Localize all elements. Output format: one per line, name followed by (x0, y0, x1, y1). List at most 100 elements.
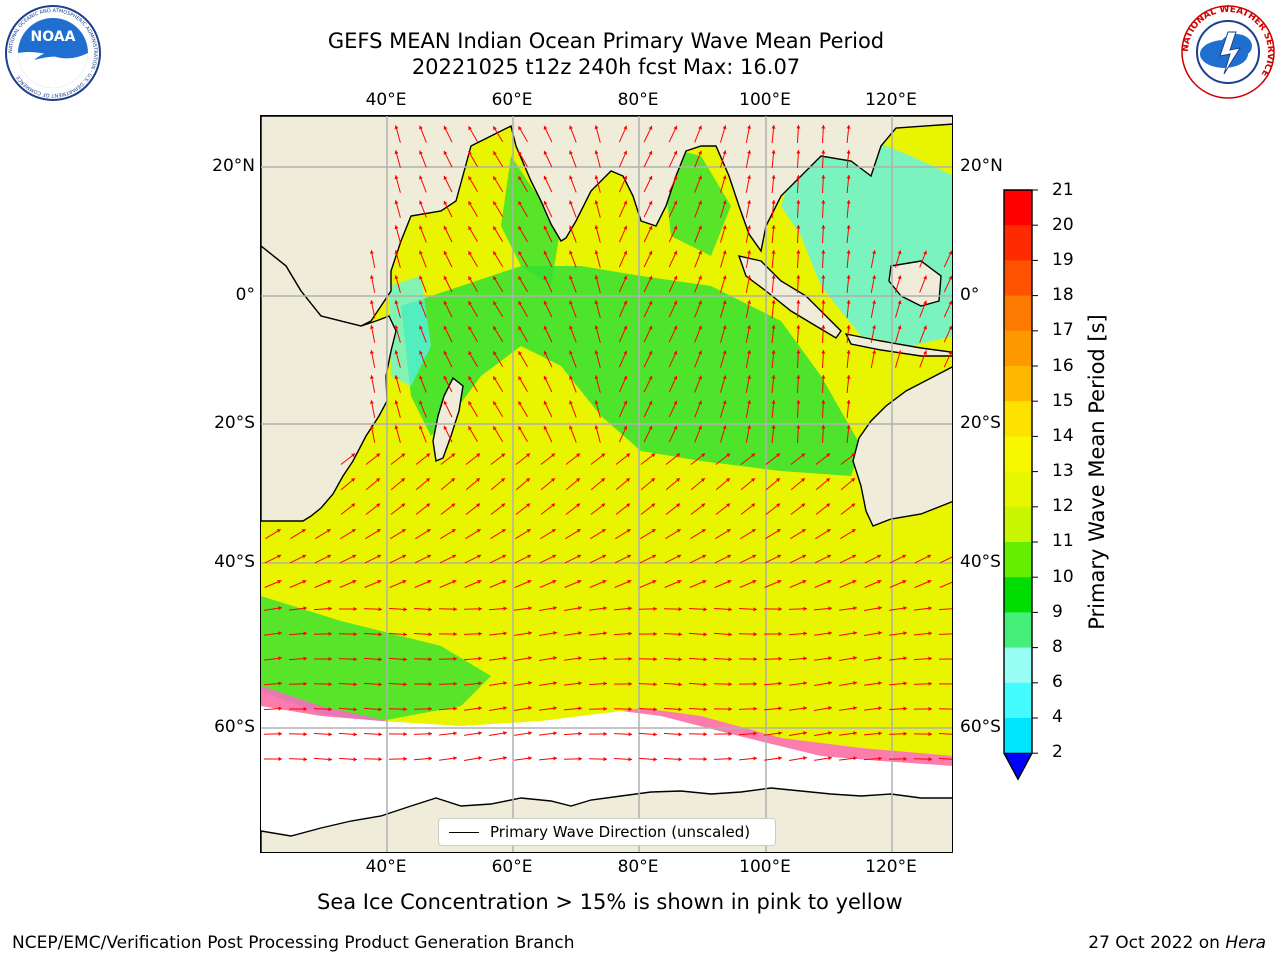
wave-arrow-head (478, 731, 482, 736)
wave-arrow-head (401, 503, 406, 508)
wave-arrow-head (796, 175, 801, 179)
wave-arrow-head (878, 631, 882, 636)
wave-arrow-head (376, 453, 381, 458)
wave-arrow-head (378, 607, 382, 612)
wave-arrow-head (676, 453, 681, 458)
wave-arrow-head (503, 631, 507, 636)
wave-arrow-head (402, 579, 407, 584)
wave-arrow-head (578, 731, 582, 736)
wave-arrow-head (443, 350, 448, 355)
lon-tick-bottom: 100°E (739, 857, 791, 877)
wave-arrow-head (578, 681, 582, 686)
wave-arrow-head (477, 579, 482, 584)
wave-arrow-head (853, 756, 857, 761)
wave-arrow-head (623, 400, 628, 405)
wave-arrow-head (626, 529, 631, 533)
nws-logo: NATIONAL WEATHER SERVICE (1180, 4, 1276, 100)
wave-arrow-head (443, 300, 448, 305)
wave-arrow-head (452, 579, 457, 584)
wave-arrow-head (603, 631, 607, 636)
wave-arrow-head (821, 150, 826, 154)
wave-arrow-head (602, 579, 607, 584)
wave-arrow-head (468, 226, 472, 231)
wave-arrow-head (623, 325, 628, 330)
wave-arrow-head (878, 731, 882, 736)
colorbar-band (1004, 647, 1032, 684)
wave-arrow-head (826, 503, 831, 508)
wave-arrow-head (628, 707, 632, 712)
wave-arrow-head (796, 400, 801, 404)
wave-arrow-head (569, 250, 573, 255)
colorbar-title: Primary Wave Mean Period [s] (1085, 314, 1109, 630)
wave-arrow-head (278, 656, 282, 661)
wave-arrow-head (476, 503, 481, 508)
wave-arrow-head (727, 579, 732, 584)
wave-arrow-head (303, 732, 307, 737)
wave-arrow-head (877, 554, 882, 559)
wave-arrow-head (698, 175, 702, 180)
wave-arrow-head (501, 503, 506, 508)
wave-arrow-head (728, 607, 732, 612)
wave-arrow-head (776, 503, 781, 508)
wave-arrow-head (527, 554, 532, 559)
wave-arrow-head (453, 632, 457, 637)
wave-arrow-head (518, 326, 522, 331)
wave-arrow-head (603, 706, 607, 711)
wave-arrow-head (543, 250, 548, 255)
wave-arrow-head (698, 375, 702, 380)
wave-arrow-head (753, 681, 757, 686)
wave-arrow-head (468, 301, 472, 306)
wave-arrow-head (328, 732, 332, 737)
wave-arrow-head (878, 606, 882, 611)
wave-arrow-head (648, 150, 653, 155)
wave-arrow-head (594, 125, 599, 130)
wave-arrow-head (552, 579, 557, 584)
lat-tick-right: 20°S (960, 413, 1001, 433)
wave-arrow-head (443, 250, 448, 255)
wave-arrow-head (578, 631, 582, 636)
wave-arrow-head (678, 757, 682, 762)
wave-arrow-head (278, 631, 282, 636)
wave-arrow-head (377, 554, 382, 559)
footer-credit: NCEP/EMC/Verification Post Processing Pr… (12, 933, 575, 953)
wave-arrow-head (703, 732, 707, 737)
wave-arrow-head (872, 350, 877, 354)
wave-arrow-head (403, 657, 407, 662)
wave-arrow-head (468, 251, 472, 256)
wave-arrow-head (803, 681, 807, 686)
land-sumatra (737, 255, 842, 339)
wave-arrow-head (594, 175, 599, 180)
wave-arrow-head (678, 657, 682, 662)
legend-label: Primary Wave Direction (unscaled) (490, 823, 751, 841)
wave-arrow-head (551, 453, 556, 458)
wave-arrow-head (553, 656, 557, 661)
wave-arrow-head (493, 201, 497, 206)
wave-arrow-head (628, 681, 632, 686)
wave-arrow-head (328, 631, 332, 636)
wave-arrow-head (728, 682, 732, 687)
lat-tick-left: 0° (235, 285, 255, 305)
wave-arrow-head (777, 554, 782, 559)
wave-arrow-head (426, 503, 431, 508)
wave-arrow-head (518, 251, 522, 256)
wave-arrow-head (577, 554, 582, 559)
wave-arrow-head (518, 426, 522, 431)
wave-arrow-head (569, 425, 573, 430)
wave-arrow-head (928, 706, 932, 711)
wave-arrow-head (673, 275, 678, 280)
wave-arrow-head (569, 175, 573, 180)
wave-arrow-head (594, 150, 599, 155)
wave-arrow-head (948, 250, 952, 255)
wave-arrow-head (443, 200, 448, 205)
wave-arrow-head (419, 300, 423, 305)
wave-arrow-head (443, 175, 448, 180)
wave-arrow-head (851, 453, 856, 458)
wave-arrow-head (369, 325, 374, 329)
lat-tick-left: 20°N (212, 156, 255, 176)
wave-arrow-head (902, 579, 907, 584)
wave-arrow-head (698, 325, 702, 330)
wave-arrow-head (627, 554, 632, 559)
wave-arrow-head (821, 350, 826, 354)
wave-arrow-head (525, 478, 530, 482)
wave-arrow-head (493, 176, 497, 181)
